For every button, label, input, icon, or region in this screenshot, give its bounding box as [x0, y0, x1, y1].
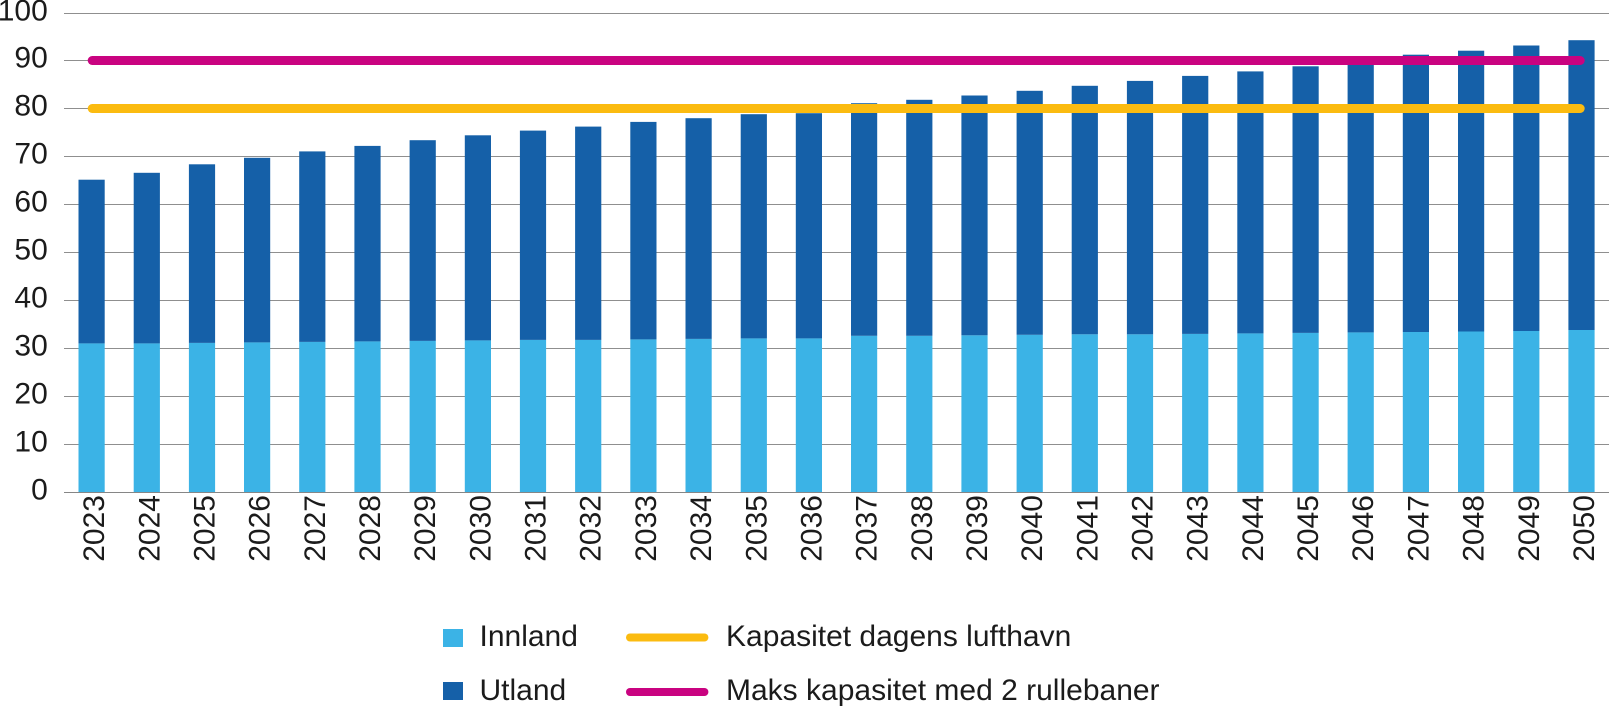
svg-text:2023: 2023: [78, 495, 111, 562]
svg-text:2030: 2030: [464, 495, 497, 562]
svg-text:100: 100: [0, 0, 48, 28]
svg-text:90: 90: [14, 42, 47, 75]
svg-text:2040: 2040: [1016, 495, 1049, 562]
svg-text:2049: 2049: [1513, 495, 1546, 562]
svg-text:2024: 2024: [133, 495, 166, 562]
svg-text:2039: 2039: [961, 495, 994, 562]
svg-text:2029: 2029: [409, 495, 442, 562]
svg-text:2042: 2042: [1127, 495, 1160, 562]
svg-text:Utland: Utland: [480, 674, 567, 707]
svg-text:2047: 2047: [1402, 495, 1435, 562]
svg-text:2033: 2033: [630, 495, 663, 562]
svg-text:50: 50: [14, 234, 47, 267]
svg-text:2038: 2038: [906, 495, 939, 562]
svg-text:2037: 2037: [851, 495, 884, 562]
svg-text:2035: 2035: [740, 495, 773, 562]
svg-text:2045: 2045: [1292, 495, 1325, 562]
svg-text:2031: 2031: [520, 495, 553, 562]
svg-text:2046: 2046: [1347, 495, 1380, 562]
svg-text:0: 0: [31, 474, 48, 507]
svg-text:2044: 2044: [1237, 495, 1270, 562]
svg-text:2027: 2027: [299, 495, 332, 562]
svg-text:Maks kapasitet med 2 rullebane: Maks kapasitet med 2 rullebaner: [726, 674, 1160, 707]
svg-text:60: 60: [14, 186, 47, 219]
svg-text:2032: 2032: [575, 495, 608, 562]
svg-text:2041: 2041: [1071, 495, 1104, 562]
svg-text:80: 80: [14, 90, 47, 123]
svg-text:2025: 2025: [189, 495, 222, 562]
svg-text:2050: 2050: [1568, 495, 1601, 562]
svg-text:70: 70: [14, 138, 47, 171]
svg-text:2036: 2036: [795, 495, 828, 562]
svg-text:2034: 2034: [685, 495, 718, 562]
svg-text:10: 10: [14, 426, 47, 459]
svg-text:Innland: Innland: [480, 620, 578, 653]
svg-text:2028: 2028: [354, 495, 387, 562]
svg-text:30: 30: [14, 330, 47, 363]
svg-text:40: 40: [14, 282, 47, 315]
svg-text:Kapasitet dagens lufthavn: Kapasitet dagens lufthavn: [726, 620, 1071, 653]
svg-text:2048: 2048: [1458, 495, 1491, 562]
svg-text:2026: 2026: [244, 495, 277, 562]
svg-text:20: 20: [14, 378, 47, 411]
svg-text:2043: 2043: [1182, 495, 1215, 562]
